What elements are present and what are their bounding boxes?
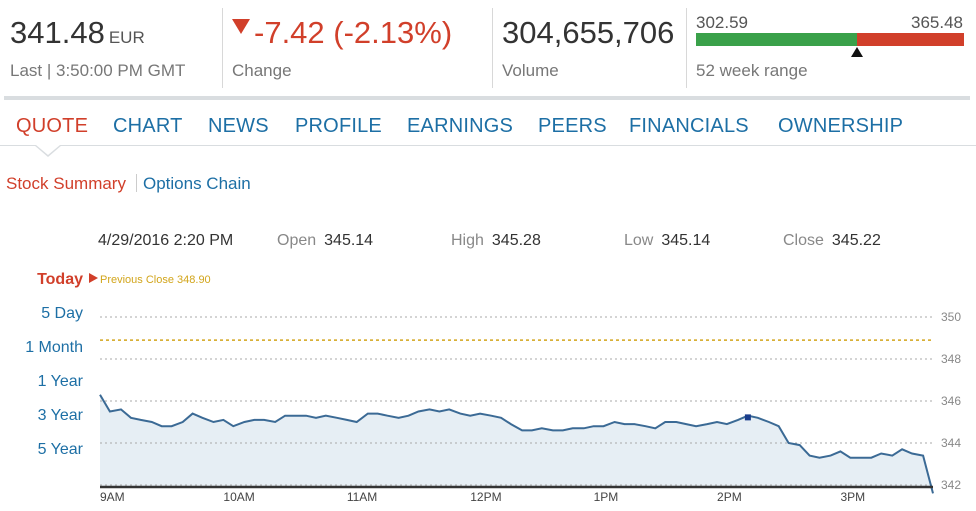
last-time: Last | 3:50:00 PM GMT (10, 61, 186, 80)
x-tick-label: 2PM (717, 490, 742, 504)
range-low: 302.59 (696, 13, 748, 32)
y-tick-label: 348 (941, 352, 961, 366)
x-tick-label: 11AM (347, 490, 377, 504)
x-tick-label: 9AM (100, 490, 125, 504)
range-bar-fill (696, 33, 857, 46)
range-5-day[interactable]: 5 Day (41, 305, 83, 322)
volume-cell: 304,655,706 Volume (492, 8, 686, 88)
range-bar (696, 33, 964, 46)
tab-quote[interactable]: QUOTE (16, 115, 89, 137)
hover-point (744, 414, 751, 421)
volume-value: 304,655,706 (502, 15, 675, 50)
stats-datetime: 4/29/2016 2:20 PM (98, 232, 234, 249)
stats-high: High 345.28 (451, 232, 541, 249)
price-area (100, 394, 933, 494)
range-marker-icon (850, 47, 863, 57)
previous-close-label: Previous Close 348.90 (100, 274, 211, 286)
range-1-year[interactable]: 1 Year (37, 373, 83, 390)
range-1-month[interactable]: 1 Month (25, 339, 83, 356)
down-arrow-icon (232, 19, 250, 34)
x-tick-label: 12PM (470, 490, 501, 504)
stats-open: Open 345.14 (277, 232, 374, 249)
tab-chart[interactable]: CHART (113, 115, 183, 137)
quote-nav: QUOTE CHART NEWS PROFILE EARNINGS PEERS … (0, 110, 976, 146)
quote-header: 341.48 EUR Last | 3:50:00 PM GMT -7.42 (-… (0, 0, 976, 100)
intraday-chart: 342 344 346 348 350 9AM 10AM 11AM 12PM 1PM 2PM 3PM (99, 310, 961, 504)
selected-range-arrow-icon (89, 273, 98, 283)
stats-close: Close 345.22 (783, 232, 881, 249)
tab-earnings[interactable]: EARNINGS (407, 115, 514, 137)
tab-ownership[interactable]: OWNERSHIP (778, 115, 904, 137)
range-5-year[interactable]: 5 Year (37, 441, 83, 458)
options-chain-link[interactable]: Options Chain (142, 174, 251, 193)
range-today[interactable]: Today (37, 271, 83, 288)
y-tick-label: 350 (941, 310, 961, 324)
tab-peers[interactable]: PEERS (538, 115, 607, 137)
tab-financials[interactable]: FINANCIALS (629, 115, 749, 137)
y-tick-label: 342 (941, 478, 961, 492)
stock-summary-link[interactable]: Stock Summary (6, 174, 126, 193)
tab-profile[interactable]: PROFILE (295, 115, 382, 137)
x-tick-label: 1PM (594, 490, 619, 504)
x-tick-label: 3PM (840, 490, 865, 504)
header-divider (4, 96, 970, 100)
x-tick-label: 10AM (223, 490, 254, 504)
change-cell: -7.42 (-2.13%) Change (222, 8, 492, 88)
change-label: Change (232, 61, 292, 80)
subnav-separator (135, 174, 137, 192)
y-tick-label: 344 (941, 436, 961, 450)
currency: EUR (108, 28, 145, 47)
price-cell: 341.48 EUR Last | 3:50:00 PM GMT (10, 8, 220, 88)
range-cell: 302.59 365.48 52 week range (686, 8, 976, 88)
range-3-year[interactable]: 3 Year (37, 407, 83, 424)
price-change: -7.42 (-2.13%) (232, 17, 492, 48)
volume-label: Volume (502, 61, 559, 80)
range-high: 365.48 (911, 13, 963, 32)
tab-news[interactable]: NEWS (208, 115, 269, 137)
sub-nav: Stock Summary Options Chain (6, 174, 251, 194)
range-label: 52 week range (696, 61, 808, 80)
last-price: 341.48 EUR (10, 15, 145, 50)
stats-low: Low 345.14 (624, 232, 711, 249)
price-line (99, 394, 934, 494)
y-tick-label: 346 (941, 394, 961, 408)
